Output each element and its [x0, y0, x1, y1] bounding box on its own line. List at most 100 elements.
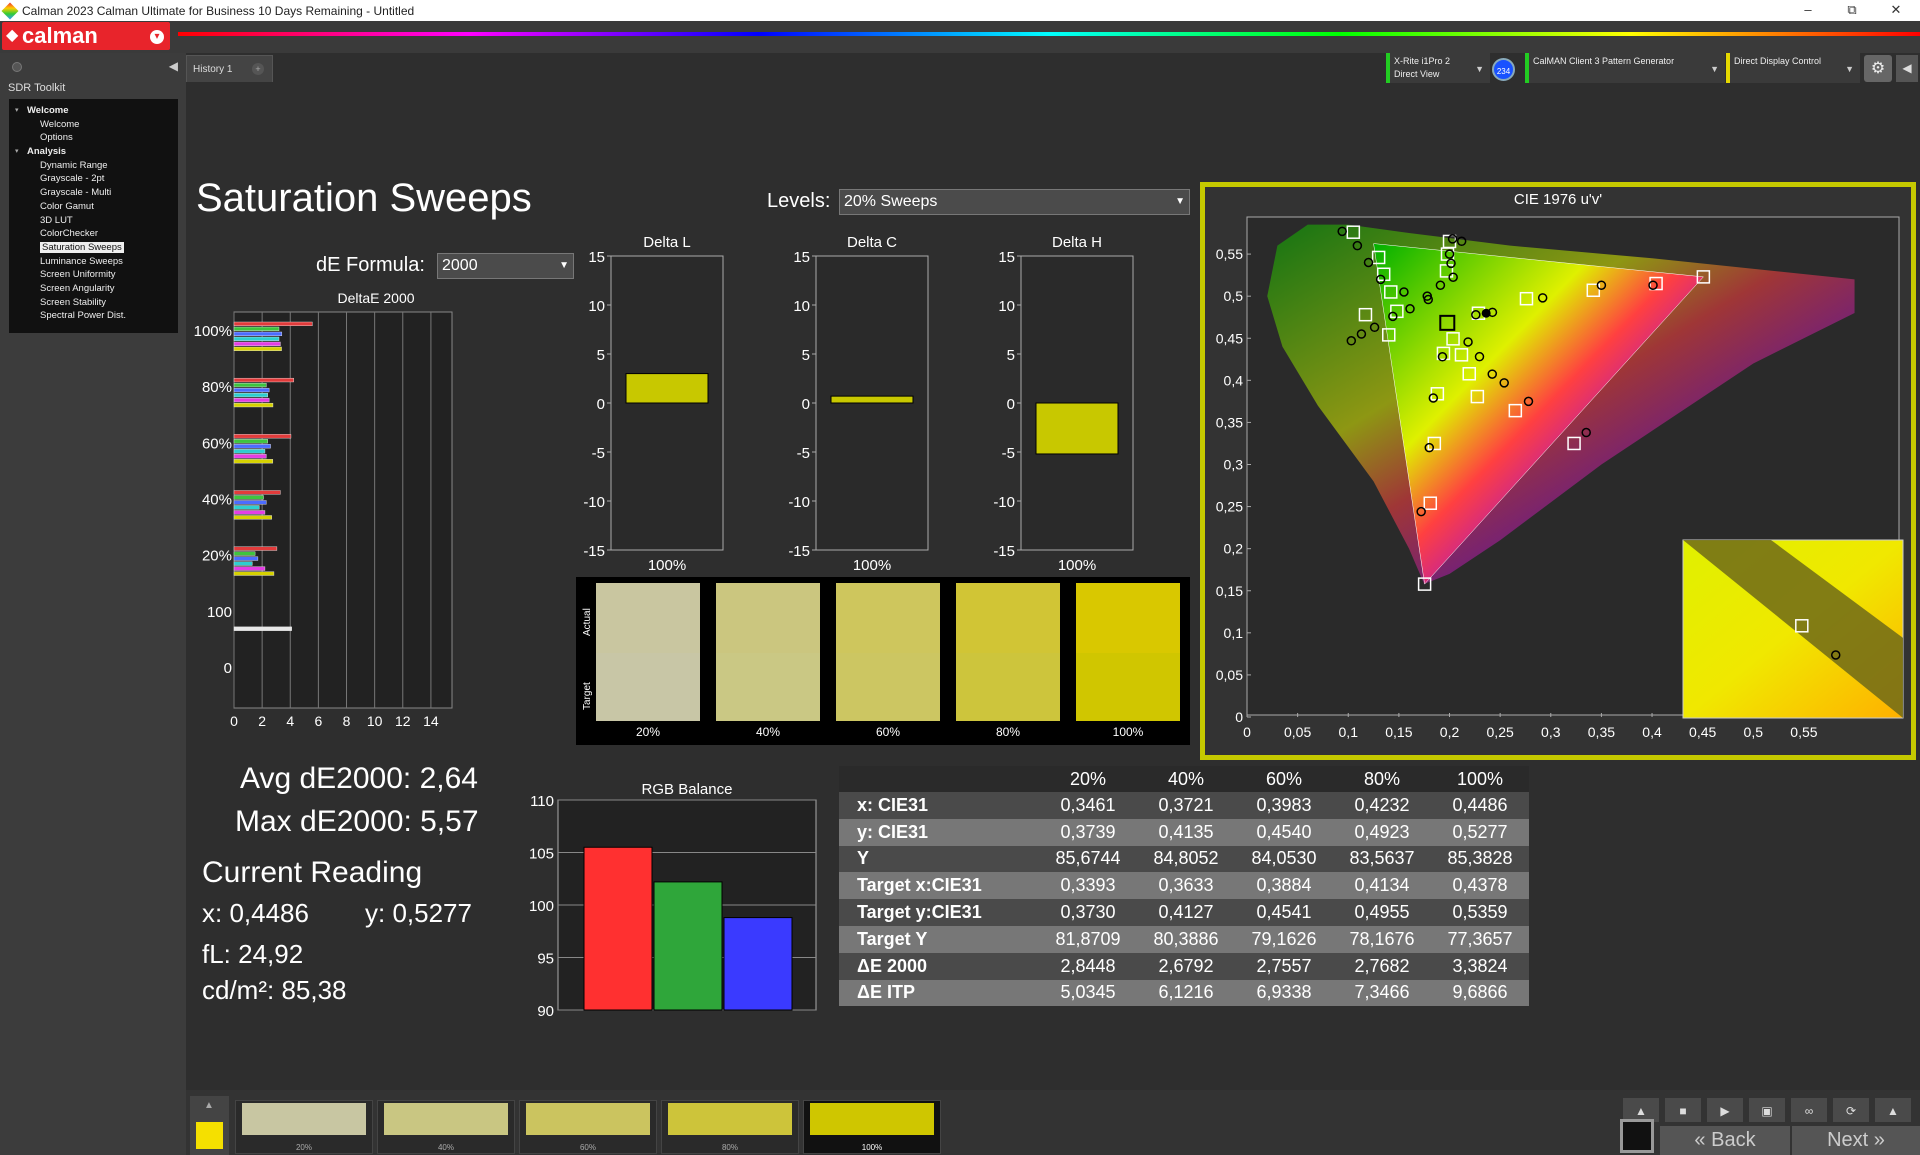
stop-icon[interactable]: ■ [1664, 1097, 1702, 1123]
formula-value: 2000 [442, 257, 478, 274]
y-tick-label: 95 [537, 951, 554, 968]
tree-item[interactable]: Welcome [9, 104, 178, 118]
measured-point [1369, 322, 1380, 333]
patch-thumbnail[interactable]: 60% [519, 1100, 657, 1154]
bar [233, 402, 274, 408]
deltae-chart: DeltaE 2000 0 2 4 6 8 10 12 14 100% 80% 60% 40% 20% 10… [194, 290, 453, 729]
pattern-generator-selector[interactable]: CalMAN Client 3 Pattern Generator ▼ [1525, 53, 1725, 83]
next-button[interactable]: Next » [1792, 1126, 1920, 1155]
x-tick-label: 12 [395, 713, 411, 729]
tree-item[interactable]: Spectral Power Dist. [9, 309, 178, 323]
measured-point [1352, 240, 1363, 251]
row-label: x: CIE31 [839, 792, 1039, 819]
table-cell: 85,3828 [1431, 845, 1529, 873]
display-name: Direct Display Control [1734, 56, 1822, 66]
table-row: Target x:CIE31 0,3393 0,3633 0,3884 0,4134 0,… [839, 872, 1529, 900]
tree-item[interactable]: Screen Uniformity [9, 268, 178, 282]
y-tick-label: 0,15 [1216, 583, 1243, 599]
tree-item[interactable]: 3D LUT [9, 214, 178, 228]
tree-item[interactable]: ColorChecker [9, 227, 178, 241]
tree-item[interactable]: Analysis [9, 145, 178, 159]
meter-selector[interactable]: X-Rite i1Pro 2 Direct View ▼ [1386, 53, 1490, 83]
y-tick-label: -10 [583, 494, 605, 511]
collapse-right-icon[interactable]: ◀ [1896, 55, 1918, 82]
minimize-button[interactable]: – [1804, 2, 1812, 17]
target-swatch [836, 653, 940, 721]
measured-point [1388, 311, 1398, 322]
patch-thumbnail[interactable]: 40% [377, 1100, 515, 1154]
tree-item[interactable]: Welcome [9, 118, 178, 132]
y-tick-label: 15 [998, 249, 1015, 266]
tree-item[interactable]: Saturation Sweeps [9, 241, 178, 255]
tree-item-label: Welcome [27, 105, 69, 116]
x-tick-label: 100% [853, 557, 891, 572]
tree-item[interactable]: Color Gamut [9, 200, 178, 214]
x-tick-label: 8 [343, 713, 351, 729]
save-icon[interactable]: ▣ [1748, 1097, 1786, 1123]
pin-icon[interactable] [12, 62, 22, 72]
close-button[interactable]: ✕ [1890, 2, 1902, 17]
bar [233, 449, 266, 454]
refresh-icon[interactable]: ⟳ [1832, 1097, 1870, 1123]
y-tick-label: 110 [530, 793, 554, 810]
levels-select[interactable]: 20% Sweeps ▼ [839, 189, 1190, 215]
measured-point [1537, 293, 1548, 303]
tree-item[interactable]: Grayscale - 2pt [9, 172, 178, 186]
tree-item-label: Grayscale - Multi [40, 187, 112, 199]
more-up-icon[interactable]: ▲ [1874, 1097, 1912, 1123]
patch-label: 100% [861, 1143, 883, 1152]
measure-stop-button[interactable] [1620, 1119, 1654, 1153]
target-square [1358, 307, 1373, 322]
table-cell: 2,8448 [1039, 952, 1137, 980]
next-icon: » [1868, 1129, 1885, 1151]
tree-item[interactable]: Options [9, 131, 178, 145]
actual-swatch [836, 583, 940, 653]
logo-text: calman [22, 23, 98, 48]
back-button[interactable]: « Back [1660, 1126, 1790, 1155]
tree-item[interactable]: Screen Angularity [9, 282, 178, 296]
y-tick-label: -15 [583, 543, 605, 560]
table-cell: 5,0345 [1039, 979, 1137, 1007]
bar [233, 459, 274, 464]
tree-item[interactable]: Screen Stability [9, 296, 178, 310]
measured-point [1447, 234, 1458, 244]
play-icon[interactable]: ▶ [1706, 1097, 1744, 1123]
patch-thumbnail[interactable]: 20% [235, 1100, 373, 1154]
formula-select[interactable]: 2000 ▼ [437, 253, 574, 279]
settings-gear-icon[interactable]: ⚙ [1864, 55, 1892, 82]
loop-icon[interactable]: ∞ [1790, 1097, 1828, 1123]
target-swatch [596, 653, 700, 721]
table-cell: 83,5637 [1333, 845, 1431, 873]
meter-name: X-Rite i1Pro 2 [1394, 56, 1451, 66]
calman-logo-button[interactable]: ◆ calman ▾ [2, 22, 170, 50]
bar [233, 566, 266, 571]
cie-panel: CIE 1976 u'v' 0 0,05 0,1 0,15 0,2 0,25 0,3 0,35 0… [1200, 182, 1916, 760]
table-cell: 0,4923 [1333, 818, 1431, 846]
target-square [1371, 250, 1386, 265]
y-tick-label: 0 [224, 660, 232, 677]
display-selector[interactable]: Direct Display Control ▼ [1726, 53, 1860, 83]
collapse-sidebar-icon[interactable]: ◀ [168, 59, 178, 73]
window-title: Calman 2023 Calman Ultimate for Business… [22, 3, 415, 18]
bar [233, 434, 292, 439]
y-tick-label: 0 [802, 396, 810, 413]
current-fl: fL: 24,92 [202, 939, 304, 969]
patch-label: 20% [295, 1143, 312, 1152]
tree-item[interactable]: Grayscale - Multi [9, 186, 178, 200]
maximize-button[interactable]: ⧉ [1847, 2, 1857, 17]
tree-item[interactable]: Luminance Sweeps [9, 255, 178, 269]
tree-item[interactable]: Dynamic Range [9, 159, 178, 173]
table-cell: 0,5359 [1431, 899, 1529, 926]
y-tick-label: 100 [529, 898, 554, 915]
x-tick-label: 100% [1058, 557, 1096, 572]
patch-thumbnail[interactable]: 80% [661, 1100, 799, 1154]
rgb-balance-chart: RGB Balance 110 105 100 95 90 100% [529, 781, 817, 1016]
patch-label: 40% [437, 1143, 454, 1152]
tab-history-1[interactable]: History 1 + [186, 55, 273, 82]
table-row: Target Y 81,8709 80,3886 79,1626 78,1676 77,3… [839, 925, 1529, 953]
expand-up-icon[interactable]: ▲ [1622, 1097, 1660, 1123]
add-tab-icon[interactable]: + [252, 63, 264, 75]
patch-thumbnail[interactable]: 100% [803, 1100, 941, 1154]
collapse-up-icon[interactable]: ▲ [204, 1100, 214, 1111]
target-square [1382, 328, 1396, 342]
